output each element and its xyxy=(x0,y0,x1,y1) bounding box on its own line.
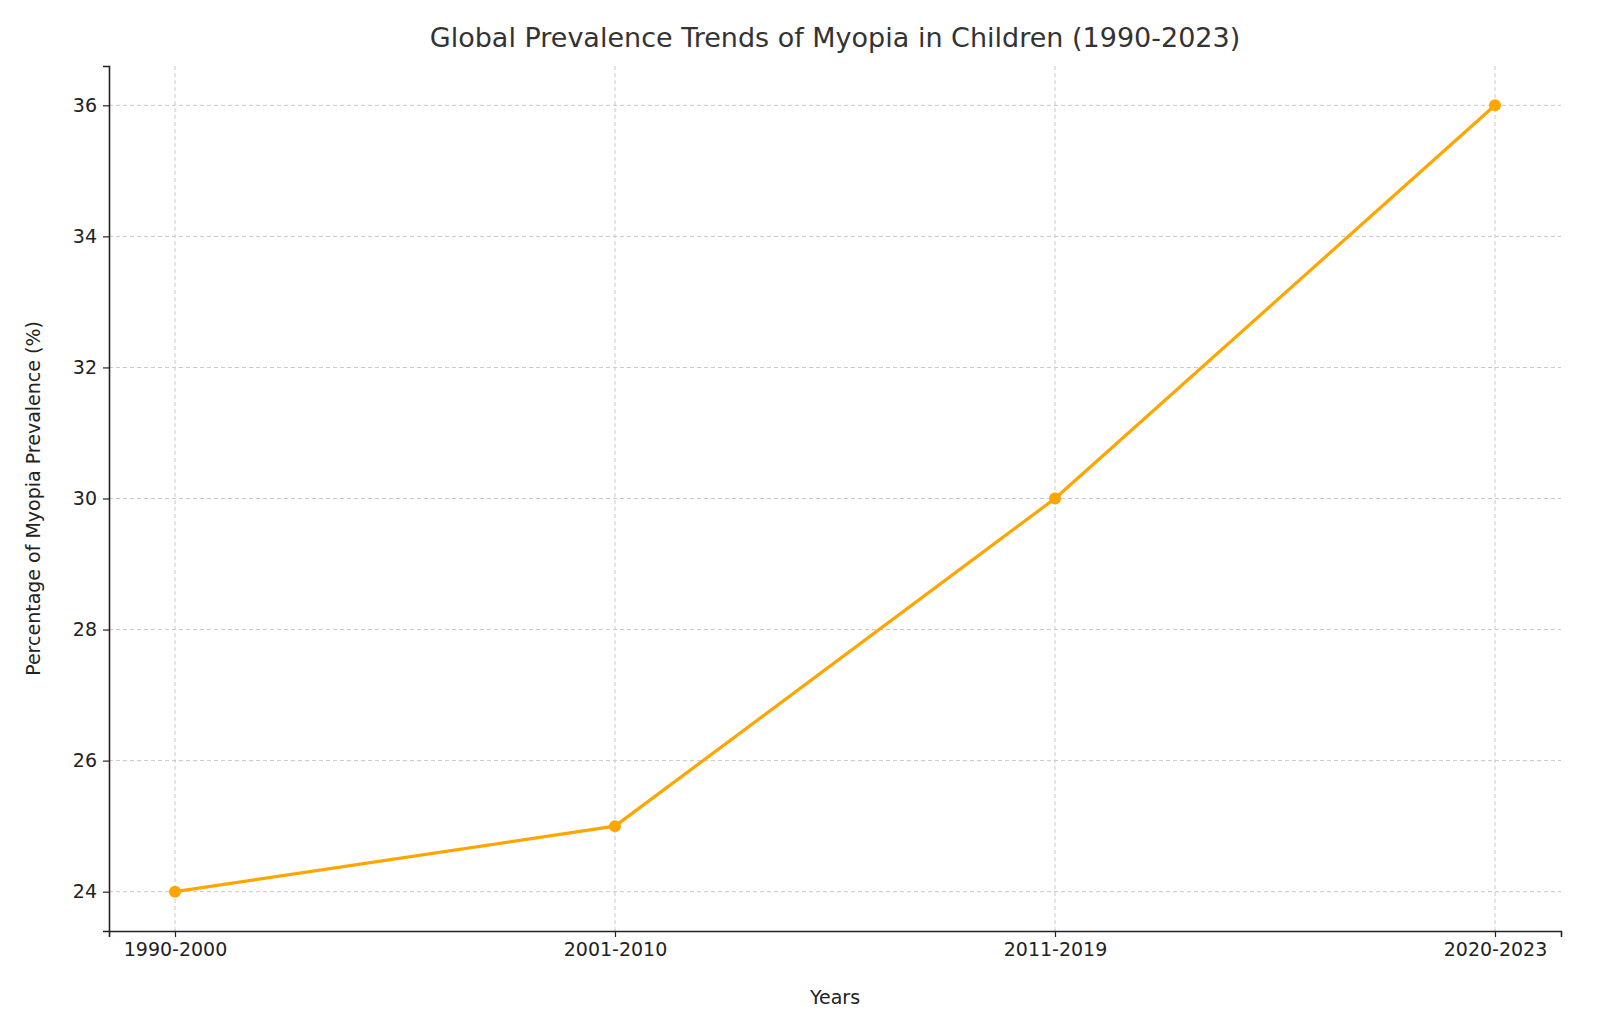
x-axis: 1990-2000 2001-2010 2011-2019 2020-2023 xyxy=(110,931,1562,960)
grid xyxy=(109,66,1561,931)
y-tick-label: 28 xyxy=(73,618,97,640)
x-tick: 2020-2023 xyxy=(1444,931,1548,960)
y-tick-mark xyxy=(103,892,109,893)
y-tick: 32 xyxy=(73,356,109,378)
y-axis: 24 26 28 30 32 34 36 xyxy=(73,67,110,932)
y-tick-label: 30 xyxy=(73,487,97,509)
grid-line-y xyxy=(109,367,1561,368)
point xyxy=(1489,99,1501,111)
x-tick: 1990-2000 xyxy=(124,931,228,960)
axis-line xyxy=(103,67,110,932)
y-tick-mark xyxy=(103,629,109,630)
x-tick-label: 2001-2010 xyxy=(564,938,668,960)
axis-line xyxy=(110,932,1562,938)
y-tick-label: 24 xyxy=(73,880,97,902)
x-axis-title: Years xyxy=(809,986,860,1008)
y-axis-title: Percentage of Myopia Prevalence (%) xyxy=(22,321,44,676)
x-tick-mark xyxy=(1055,931,1056,937)
y-tick: 24 xyxy=(73,880,109,902)
y-tick: 34 xyxy=(73,225,109,247)
y-tick: 28 xyxy=(73,618,109,640)
grid-line-y xyxy=(109,498,1561,499)
y-tick: 36 xyxy=(73,94,109,116)
x-tick-mark xyxy=(615,931,616,937)
y-tick-mark xyxy=(103,105,109,106)
plot-area xyxy=(169,99,1501,897)
x-tick-mark xyxy=(175,931,176,937)
point xyxy=(609,820,621,832)
x-tick: 2011-2019 xyxy=(1004,931,1108,960)
y-tick-mark xyxy=(103,761,109,762)
point xyxy=(1049,493,1061,505)
grid-line-y xyxy=(109,891,1561,892)
grid-line-y xyxy=(109,105,1561,106)
y-tick: 30 xyxy=(73,487,109,509)
grid-line-x xyxy=(1495,66,1496,931)
y-tick-mark xyxy=(103,498,109,499)
y-tick-label: 32 xyxy=(73,356,97,378)
title: Global Prevalence Trends of Myopia in Ch… xyxy=(430,22,1241,53)
grid-line-y xyxy=(109,629,1561,630)
grid-line-y xyxy=(109,236,1561,237)
y-tick-label: 34 xyxy=(73,225,97,247)
y-tick-mark xyxy=(103,236,109,237)
y-tick-label: 36 xyxy=(73,94,97,116)
grid-line-x xyxy=(175,66,176,931)
y-tick-label: 26 xyxy=(73,749,97,771)
x-tick-mark xyxy=(1495,931,1496,937)
line xyxy=(175,105,1495,891)
x-tick-label: 2011-2019 xyxy=(1004,938,1108,960)
x-tick: 2001-2010 xyxy=(564,931,668,960)
x-tick-label: 1990-2000 xyxy=(124,938,228,960)
chart: 24 26 28 30 32 34 36 1990-2000 2001-2010 2011-201… xyxy=(0,0,1600,1032)
x-tick-label: 2020-2023 xyxy=(1444,938,1548,960)
point xyxy=(169,886,181,898)
grid-line-y xyxy=(109,760,1561,761)
y-tick: 26 xyxy=(73,749,109,771)
y-tick-mark xyxy=(103,367,109,368)
grid-line-x xyxy=(615,66,616,931)
